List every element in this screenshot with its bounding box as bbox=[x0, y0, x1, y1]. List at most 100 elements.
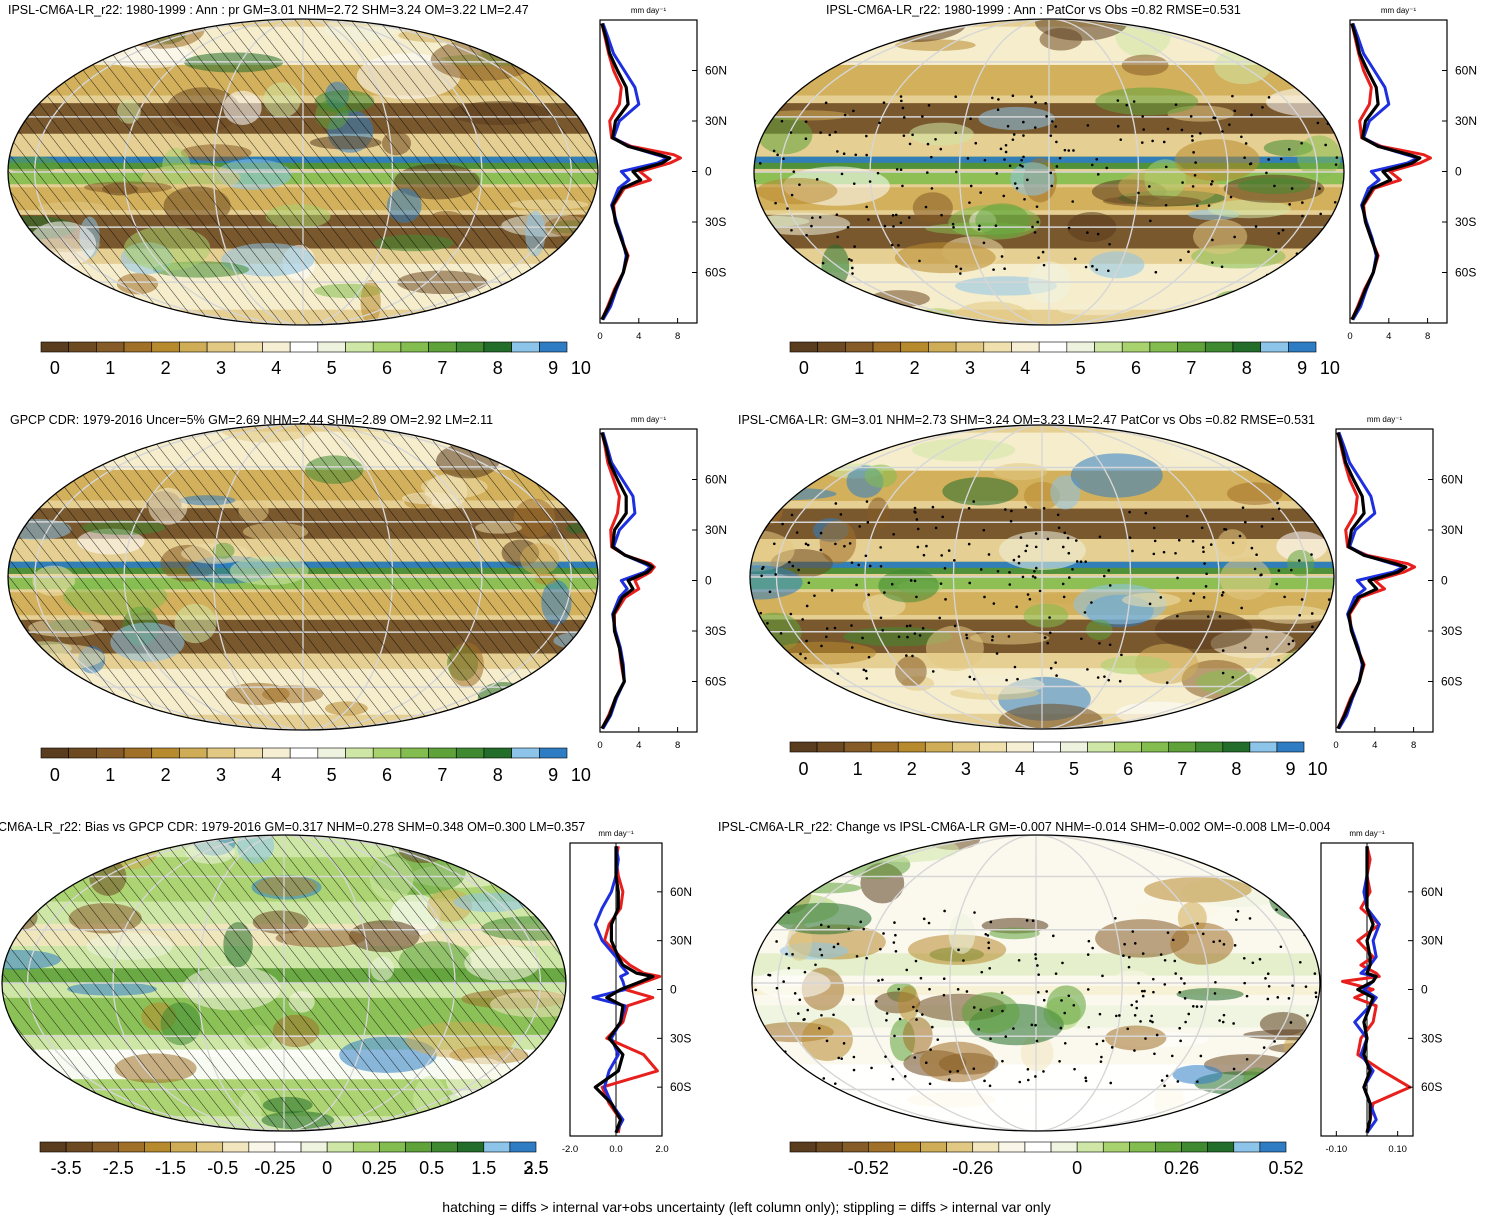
stipple-dot bbox=[1098, 1012, 1102, 1016]
zonal-mean-plot: 60N 30N 0 30S 60S 0 4 8 mm day⁻¹ bbox=[597, 415, 727, 751]
stipple-dot bbox=[767, 973, 770, 977]
stipple-dot bbox=[1061, 582, 1065, 586]
stipple-dot bbox=[1086, 231, 1089, 234]
stipple-dot bbox=[798, 998, 802, 1002]
stipple-dot bbox=[930, 187, 934, 190]
stipple-dot bbox=[1243, 156, 1246, 160]
colorbar-swatch bbox=[1011, 341, 1040, 353]
stipple-dot bbox=[1267, 158, 1270, 161]
stipple-dot bbox=[1221, 1020, 1225, 1024]
stipple-dot bbox=[984, 932, 988, 936]
stipple-dot bbox=[1231, 675, 1235, 679]
stipple-dot bbox=[1288, 203, 1291, 206]
colorbar-swatch bbox=[509, 1141, 537, 1153]
stipple-dot bbox=[810, 224, 813, 228]
lat-label: 60N bbox=[1455, 64, 1477, 78]
colorbar-swatch bbox=[289, 341, 319, 353]
colorbar-swatch bbox=[96, 341, 125, 353]
stipple-dot bbox=[882, 101, 886, 104]
colorbar-swatch bbox=[234, 747, 263, 759]
lat-label: 60S bbox=[1421, 1080, 1442, 1094]
stipple-dot bbox=[807, 581, 811, 585]
stipple-dot bbox=[1310, 553, 1313, 556]
stipple-dot bbox=[1177, 538, 1181, 542]
stipple-dot bbox=[1170, 1054, 1174, 1058]
colorbar-tick-label: 4 bbox=[271, 358, 281, 378]
stipple-dot bbox=[924, 1061, 928, 1065]
stipple-dot bbox=[1107, 569, 1111, 572]
stipple-dot bbox=[1187, 250, 1190, 254]
stipple-dot bbox=[819, 923, 823, 927]
colorbar-swatch bbox=[151, 747, 180, 759]
colorbar-swatch bbox=[972, 1141, 1000, 1153]
stipple-dot bbox=[1084, 265, 1088, 269]
x-tick-label: 4 bbox=[636, 331, 641, 342]
stipple-dot bbox=[1055, 165, 1059, 168]
stipple-dot bbox=[801, 618, 804, 621]
field-blob bbox=[821, 244, 850, 288]
field-blob bbox=[456, 835, 526, 857]
stipple-dot bbox=[1300, 141, 1303, 145]
stipple-dot bbox=[913, 579, 917, 583]
stipple-dot bbox=[821, 261, 825, 265]
graticule-lon bbox=[952, 425, 1132, 729]
stipple-dot bbox=[1183, 997, 1187, 1000]
stipple-dot bbox=[907, 216, 911, 219]
map-figure: 0 1 2 3 4 5 6 7 8 9 10 60N 30N 0 30S 60S 0 4 8 mm day⁻¹ bbox=[753, 6, 1477, 378]
field-blob bbox=[758, 1103, 857, 1126]
stipple-dot bbox=[1001, 1059, 1004, 1063]
colorbar-tick-label: 4 bbox=[1015, 759, 1025, 779]
stipple-dot bbox=[1311, 625, 1314, 629]
stipple-dot bbox=[1004, 508, 1007, 511]
stipple-dot bbox=[899, 221, 903, 225]
field-blob bbox=[519, 271, 575, 310]
stipple-dot bbox=[843, 544, 846, 548]
colorbar-swatch bbox=[262, 341, 291, 353]
stipple-dot bbox=[1305, 662, 1309, 666]
stipple-dot bbox=[1004, 143, 1008, 147]
field-blob bbox=[817, 297, 841, 309]
stipple-dot bbox=[1108, 643, 1112, 647]
field-blob bbox=[1046, 985, 1086, 1025]
stipple-dot bbox=[986, 934, 990, 937]
stipple-dot bbox=[1311, 252, 1314, 256]
stipple-dot bbox=[982, 528, 986, 532]
colorbar-swatch bbox=[289, 747, 319, 759]
zonal-mean-plot: 60N 30N 0 30S 60S 0 4 8 mm day⁻¹ bbox=[1333, 415, 1463, 751]
panel-change: IPSL-CM6A-LR_r22: Change vs IPSL-CM6A-LR… bbox=[718, 810, 1493, 1195]
stipple-dot bbox=[979, 568, 983, 571]
field-blob bbox=[1144, 159, 1187, 200]
stipple-dot bbox=[1314, 991, 1318, 994]
stipple-dot bbox=[941, 515, 944, 519]
panel-model-pr: IPSL-CM6A-LR_r22: 1980-1999 : Ann : pr G… bbox=[0, 0, 746, 395]
stipple-dot bbox=[1222, 943, 1226, 946]
stipple-dot bbox=[913, 506, 917, 510]
graticule-lon bbox=[949, 835, 1123, 1131]
stipple-dot bbox=[820, 953, 824, 957]
colorbar-swatch bbox=[789, 741, 818, 753]
units-label: mm day⁻¹ bbox=[1349, 829, 1385, 838]
stipple-dot bbox=[915, 1009, 919, 1013]
stipple-dot bbox=[898, 1017, 902, 1021]
field-blob bbox=[1196, 669, 1259, 695]
stipple-dot bbox=[915, 518, 919, 521]
graticule-lon bbox=[777, 835, 1295, 1131]
stipple-dot bbox=[811, 216, 814, 220]
stipple-dot bbox=[1191, 185, 1195, 188]
hatching-overlay bbox=[8, 424, 598, 730]
stipple-dot bbox=[1151, 977, 1155, 981]
lat-label: 30N bbox=[670, 934, 692, 948]
field-blob bbox=[770, 641, 877, 665]
stipple-dot bbox=[1133, 942, 1137, 945]
graticule-lon bbox=[869, 19, 1229, 325]
colorbar-swatch bbox=[1288, 341, 1317, 353]
stipple-dot bbox=[1162, 140, 1166, 144]
field-blob bbox=[1023, 1097, 1127, 1123]
stipple-dot bbox=[754, 275, 758, 279]
map-field bbox=[750, 425, 1334, 729]
stipple-dot bbox=[773, 542, 776, 546]
stipple-dot bbox=[1018, 1080, 1022, 1084]
stipple-dot bbox=[1324, 510, 1327, 514]
stipple-dot bbox=[916, 545, 920, 549]
colorbar-tick-label: 9 bbox=[1297, 358, 1307, 378]
